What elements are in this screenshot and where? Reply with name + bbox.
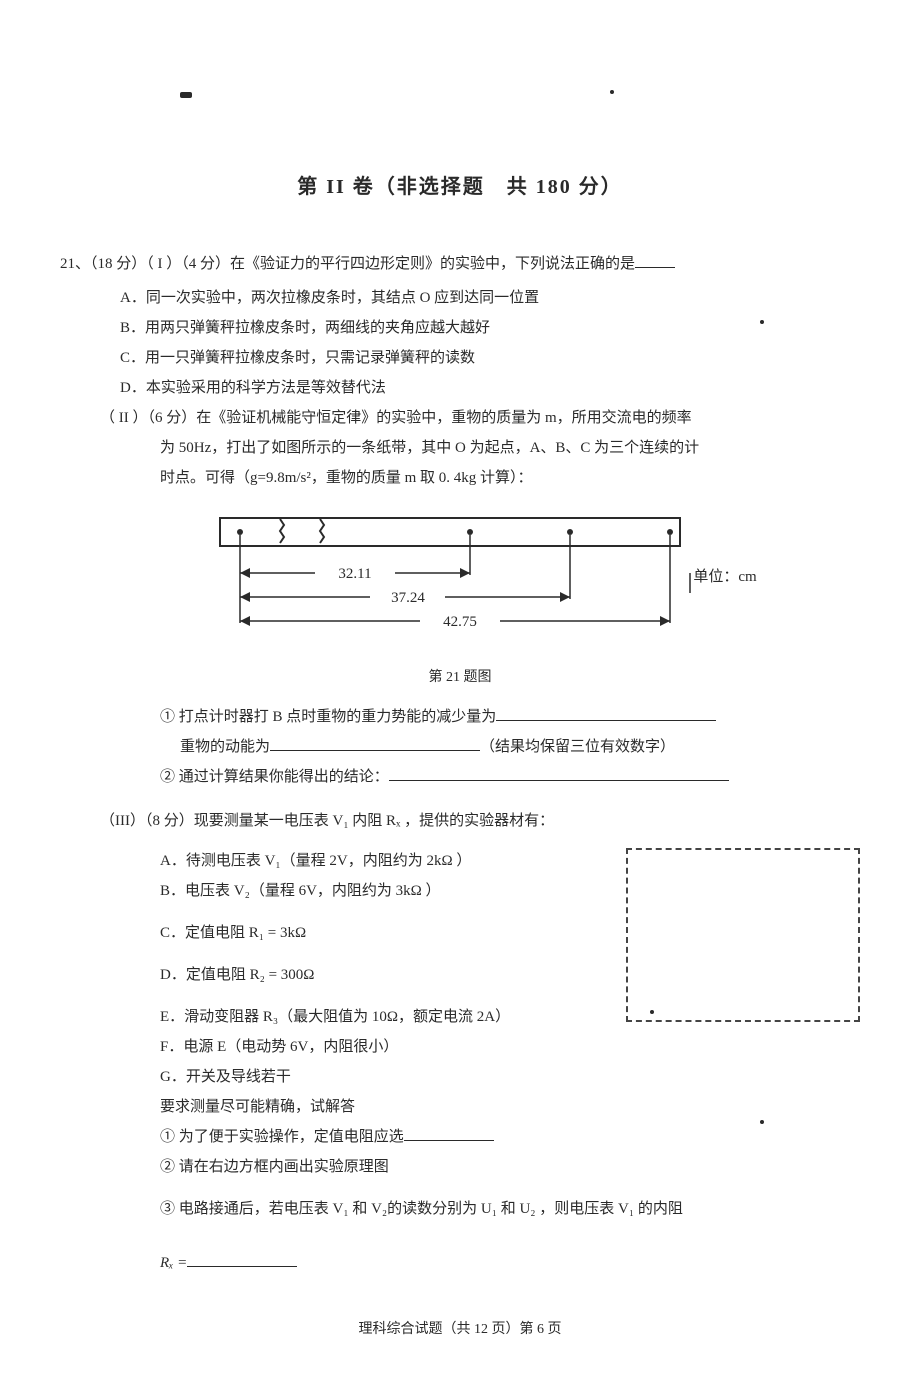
sub-question-1: ① 打点计时器打 B 点时重物的重力势能的减少量为 (160, 702, 860, 732)
sub1b-line: 重物的动能为 （结果均保留三位有效数字） (180, 732, 860, 762)
rx-label: Rₓ = (160, 1255, 187, 1271)
answer-blank (635, 252, 675, 268)
part2-line3: 时点。可得（g=9.8m/s²，重物的质量 m 取 0. 4kg 计算）： (160, 463, 860, 493)
answer-blank (404, 1125, 494, 1141)
sub-q1: ① 为了便于实验操作，定值电阻应选 (160, 1122, 860, 1152)
q1-text: ① 为了便于实验操作，定值电阻应选 (160, 1129, 404, 1145)
part2-line2: 为 50Hz，打出了如图所示的一条纸带，其中 O 为起点，A、B、C 为三个连续… (160, 433, 860, 463)
part3-intro: （III）（8 分）现要测量某一电压表 V₁ 内阻 Rₓ ，提供的实验器材有： (100, 806, 860, 836)
svg-text:C: C (664, 513, 676, 517)
item-c: C．定值电阻 R₁ = 3kΩ (160, 918, 596, 948)
sub2-text: ② 通过计算结果你能得出的结论： (160, 769, 389, 785)
svg-text:单位：cm: 单位：cm (693, 568, 757, 585)
stray-mark (180, 92, 192, 98)
tape-diagram: O A B C 32.11 (60, 513, 860, 658)
item-b: B．电压表 V₂（量程 6V，内阻约为 3kΩ ） (160, 876, 596, 906)
answer-blank (187, 1251, 297, 1267)
stray-dot (610, 90, 614, 94)
part2-line1: （ II ）（6 分）在《验证机械能守恒定律》的实验中，重物的质量为 m，所用交… (100, 403, 860, 433)
tape-svg: O A B C 32.11 (160, 513, 760, 653)
sub-q2: ② 请在右边方框内画出实验原理图 (160, 1152, 860, 1182)
stray-dot (760, 320, 764, 324)
svg-text:32.11: 32.11 (338, 566, 371, 582)
option-c: C．用一只弹簧秤拉橡皮条时，只需记录弹簧秤的读数 (120, 343, 860, 373)
stray-dot (760, 1120, 764, 1124)
svg-text:B: B (565, 513, 576, 517)
sub1a-text: ① 打点计时器打 B 点时重物的重力势能的减少量为 (160, 709, 496, 725)
svg-text:O: O (234, 513, 246, 517)
q21-prefix: 21、（18 分）（ I ）（4 分）在《验证力的平行四边形定则》的实验中，下列… (60, 256, 635, 272)
svg-text:37.24: 37.24 (391, 590, 425, 606)
circuit-drawing-box (626, 848, 860, 1022)
option-d: D．本实验采用的科学方法是等效替代法 (120, 373, 860, 403)
question-21-intro: 21、（18 分）（ I ）（4 分）在《验证力的平行四边形定则》的实验中，下列… (60, 249, 860, 279)
answer-blank (389, 765, 729, 781)
svg-text:42.75: 42.75 (443, 614, 477, 630)
sub1c-text: （结果均保留三位有效数字） (480, 739, 675, 755)
item-a: A．待测电压表 V₁（量程 2V，内阻约为 2kΩ ） (160, 846, 596, 876)
item-e: E．滑动变阻器 R₃（最大阻值为 10Ω，额定电流 2A） (160, 1002, 596, 1032)
svg-text:A: A (464, 513, 476, 517)
item-g: G．开关及导线若干 (160, 1062, 860, 1092)
stray-dot (650, 1010, 654, 1014)
diagram-caption: 第 21 题图 (60, 666, 860, 686)
requirement: 要求测量尽可能精确，试解答 (160, 1092, 860, 1122)
sub1b-text: 重物的动能为 (180, 739, 270, 755)
option-b: B．用两只弹簧秤拉橡皮条时，两细线的夹角应越大越好 (120, 313, 860, 343)
sub-question-2: ② 通过计算结果你能得出的结论： (160, 762, 860, 792)
section-title: 第 II 卷（非选择题 共 180 分） (60, 170, 860, 199)
item-d: D．定值电阻 R₂ = 300Ω (160, 960, 596, 990)
rx-formula: Rₓ = (160, 1248, 860, 1278)
answer-blank (270, 735, 480, 751)
answer-blank (496, 705, 716, 721)
option-a: A．同一次实验中，两次拉橡皮条时，其结点 O 应到达同一位置 (120, 283, 860, 313)
item-f: F．电源 E（电动势 6V，内阻很小） (160, 1032, 860, 1062)
sub-q3: ③ 电路接通后，若电压表 V₁ 和 V₂的读数分别为 U₁ 和 U₂ ，则电压表… (160, 1194, 860, 1224)
page-footer: 理科综合试题（共 12 页）第 6 页 (60, 1318, 860, 1338)
